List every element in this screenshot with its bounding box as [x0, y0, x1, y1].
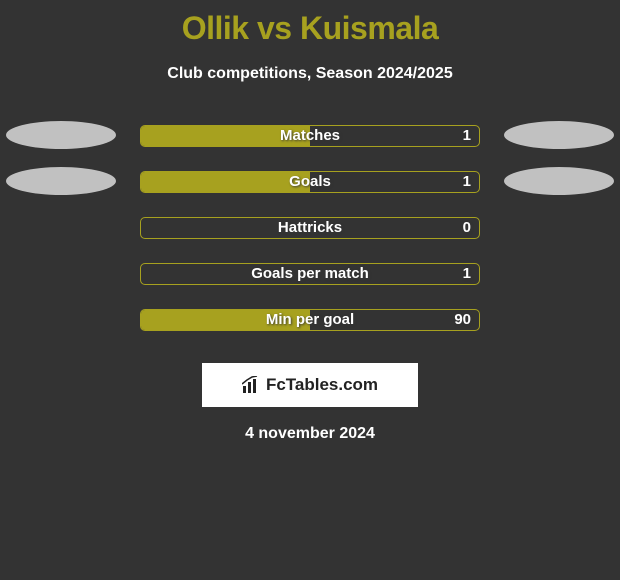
- logo: FcTables.com: [242, 375, 378, 395]
- stat-row: Matches 1: [0, 115, 620, 161]
- stat-bar: Goals 1: [140, 171, 480, 193]
- chart-icon: [242, 376, 262, 394]
- logo-box: FcTables.com: [202, 363, 418, 407]
- stat-value: 1: [463, 265, 471, 282]
- stat-value: 1: [463, 127, 471, 144]
- page-subtitle: Club competitions, Season 2024/2025: [0, 65, 620, 83]
- stat-value: 0: [463, 219, 471, 236]
- stats-container: Matches 1 Goals 1 Hattricks 0 Goals per match 1…: [0, 115, 620, 345]
- stat-bar: Goals per match 1: [140, 263, 480, 285]
- stat-bar: Hattricks 0: [140, 217, 480, 239]
- stat-row: Hattricks 0: [0, 207, 620, 253]
- stat-value: 90: [454, 311, 471, 328]
- stat-label: Goals per match: [251, 265, 369, 282]
- player-ellipse-right: [504, 167, 614, 195]
- stat-value: 1: [463, 173, 471, 190]
- logo-text: FcTables.com: [266, 375, 378, 395]
- player-ellipse-left: [6, 121, 116, 149]
- stat-label: Min per goal: [266, 311, 354, 328]
- page-title: Ollik vs Kuismala: [0, 0, 620, 47]
- stat-label: Matches: [280, 127, 340, 144]
- stat-label: Goals: [289, 173, 331, 190]
- date-text: 4 november 2024: [0, 425, 620, 443]
- stat-bar-fill: [141, 172, 310, 192]
- stat-row: Goals per match 1: [0, 253, 620, 299]
- stat-row: Min per goal 90: [0, 299, 620, 345]
- stat-bar: Min per goal 90: [140, 309, 480, 331]
- player-ellipse-left: [6, 167, 116, 195]
- stat-bar: Matches 1: [140, 125, 480, 147]
- stat-row: Goals 1: [0, 161, 620, 207]
- player-ellipse-right: [504, 121, 614, 149]
- stat-label: Hattricks: [278, 219, 342, 236]
